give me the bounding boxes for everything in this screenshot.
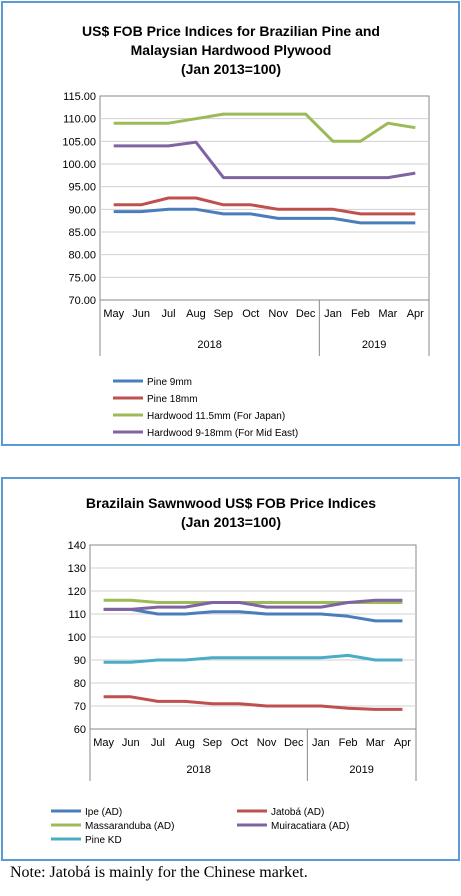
x-tick-label: Jul [151,737,165,749]
y-tick-label: 70.00 [68,295,96,307]
x-tick-label: Aug [175,737,195,749]
chart-title-line: US$ FOB Price Indices for Brazilian Pine… [82,23,380,39]
y-tick-label: 95.00 [68,182,96,194]
x-tick-label: Nov [257,737,277,749]
plywood-price-chart-panel: US$ FOB Price Indices for Brazilian Pine… [1,1,460,446]
legend-label: Hardwood 11.5mm (For Japan) [147,411,285,422]
x-tick-label: Sep [214,308,234,320]
y-tick-label: 120 [68,586,86,598]
y-tick-label: 70 [74,701,86,713]
x-tick-label: Jan [312,737,330,749]
chart-title-line: Brazilain Sawnwood US$ FOB Price Indices [86,495,376,511]
legend-label: Pine 18mm [147,394,198,405]
y-tick-label: 90 [74,655,86,667]
x-tick-label: Dec [284,737,304,749]
x-tick-label: Jul [162,308,176,320]
series-line-pine-kd [103,653,403,664]
legend-label: Ipe (AD) [85,807,122,818]
x-tick-label: Mar [378,308,397,320]
x-tick-label: Sep [202,737,222,749]
y-tick-label: 110.00 [63,114,96,126]
series-line-muiracatiara-ad [103,598,403,611]
series-line-pine-18mm [113,196,416,216]
y-tick-label: 130 [68,563,86,575]
x-tick-label: Oct [231,737,248,749]
x-tick-label: Aug [186,308,206,320]
y-tick-label: 80.00 [68,250,96,262]
legend-label: Massaranduba (AD) [85,821,174,832]
year-label: 2018 [186,764,210,776]
series-line-ipe-ad [103,607,403,623]
y-tick-label: 110 [68,609,86,621]
legend-label: Muiracatiara (AD) [271,821,349,832]
x-tick-label: Apr [407,308,424,320]
x-tick-label: Mar [366,737,385,749]
legend-label: Hardwood 9-18mm (For Mid East) [147,428,298,439]
legend-label: Jatobá (AD) [271,807,324,818]
series-line-pine-9mm [113,207,416,225]
x-tick-label: Jun [122,737,140,749]
x-tick-label: Feb [351,308,370,320]
chart-title-line: Malaysian Hardwood Plywood [131,42,332,58]
y-tick-label: 80 [74,678,86,690]
x-tick-label: May [93,737,114,749]
x-tick-label: Feb [339,737,358,749]
x-tick-label: Dec [296,308,316,320]
year-label: 2018 [197,339,221,351]
y-tick-label: 75.00 [68,272,96,284]
series-line-jatob-ad [103,695,403,711]
x-tick-label: Oct [242,308,259,320]
series-line-hardwood-11-5mm-for-japan [113,112,416,143]
y-tick-label: 140 [68,540,86,552]
y-tick-label: 60 [74,724,86,736]
year-label: 2019 [362,339,386,351]
series-line-hardwood-9-18mm-for-mid-east [113,140,416,180]
y-tick-label: 115.00 [63,91,96,103]
x-tick-label: Apr [394,737,411,749]
y-tick-label: 90.00 [68,204,96,216]
y-tick-label: 85.00 [68,227,96,239]
footnote: Note: Jatobá is mainly for the Chinese m… [10,864,308,881]
plot-area [99,95,430,301]
y-tick-label: 100 [68,632,86,644]
sawnwood-price-chart: Brazilain Sawnwood US$ FOB Price Indices… [51,495,417,846]
sawnwood-price-chart-panel: Brazilain Sawnwood US$ FOB Price Indices… [1,477,460,861]
y-tick-label: 100.00 [62,159,96,171]
y-tick-label: 105.00 [62,136,96,148]
x-tick-label: Nov [268,308,288,320]
x-tick-label: Jun [132,308,150,320]
plywood-price-chart: US$ FOB Price Indices for Brazilian Pine… [62,23,430,439]
legend-label: Pine 9mm [147,377,192,388]
chart-title-line: (Jan 2013=100) [181,61,281,77]
year-label: 2019 [349,764,373,776]
x-tick-label: Jan [324,308,342,320]
legend-label: Pine KD [85,835,122,846]
chart-title-line: (Jan 2013=100) [181,514,281,530]
x-tick-label: May [103,308,124,320]
